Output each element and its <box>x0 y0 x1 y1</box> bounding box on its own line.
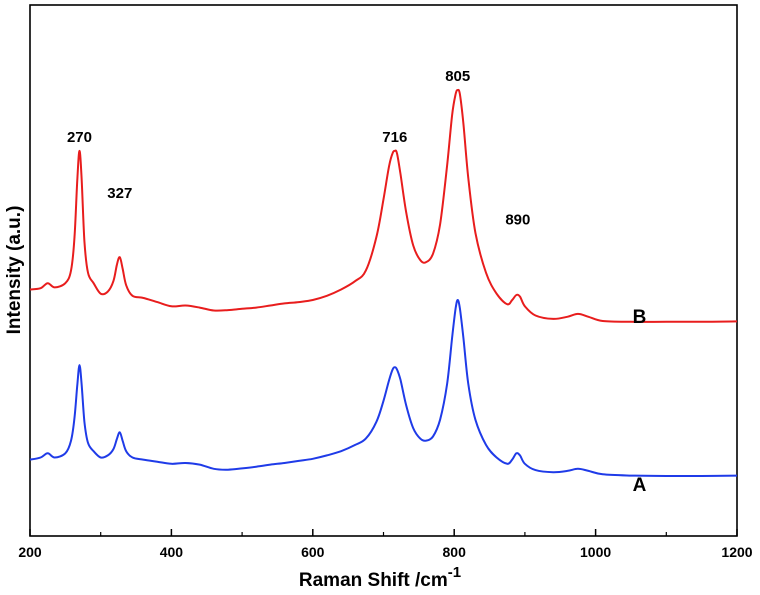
peak-label-327: 327 <box>107 185 132 202</box>
plot-area <box>29 4 738 537</box>
plot-frame <box>29 4 738 537</box>
series-label-B: B <box>633 307 647 328</box>
x-tick-label-200: 200 <box>18 544 42 560</box>
series-line-A <box>29 299 738 478</box>
x-axis-title: Raman Shift /cm-1 <box>299 564 461 591</box>
series-label-A: A <box>633 475 647 496</box>
series-labels: AB <box>633 307 647 496</box>
x-tick-label-400: 400 <box>160 544 184 560</box>
x-tick-label-600: 600 <box>301 544 325 560</box>
x-axis-tick-labels: 200 400 600 800 1000 1200 <box>18 544 752 560</box>
x-axis-title-superscript: -1 <box>448 564 461 581</box>
y-axis-title: Intensity (a.u.) <box>4 206 25 335</box>
peak-label-270: 270 <box>67 129 92 146</box>
x-tick-label-1200: 1200 <box>721 544 752 560</box>
peak-label-716: 716 <box>382 129 407 146</box>
peak-labels: 270 327 716 805 890 <box>67 68 530 229</box>
x-tick-label-800: 800 <box>443 544 467 560</box>
x-axis-ticks <box>29 529 738 536</box>
peak-label-805: 805 <box>445 68 470 85</box>
x-axis-title-text: Raman Shift /cm <box>299 570 448 591</box>
series-layer <box>29 88 738 478</box>
series-line-B <box>29 88 738 323</box>
peak-label-890: 890 <box>505 212 530 229</box>
x-tick-label-1000: 1000 <box>580 544 611 560</box>
